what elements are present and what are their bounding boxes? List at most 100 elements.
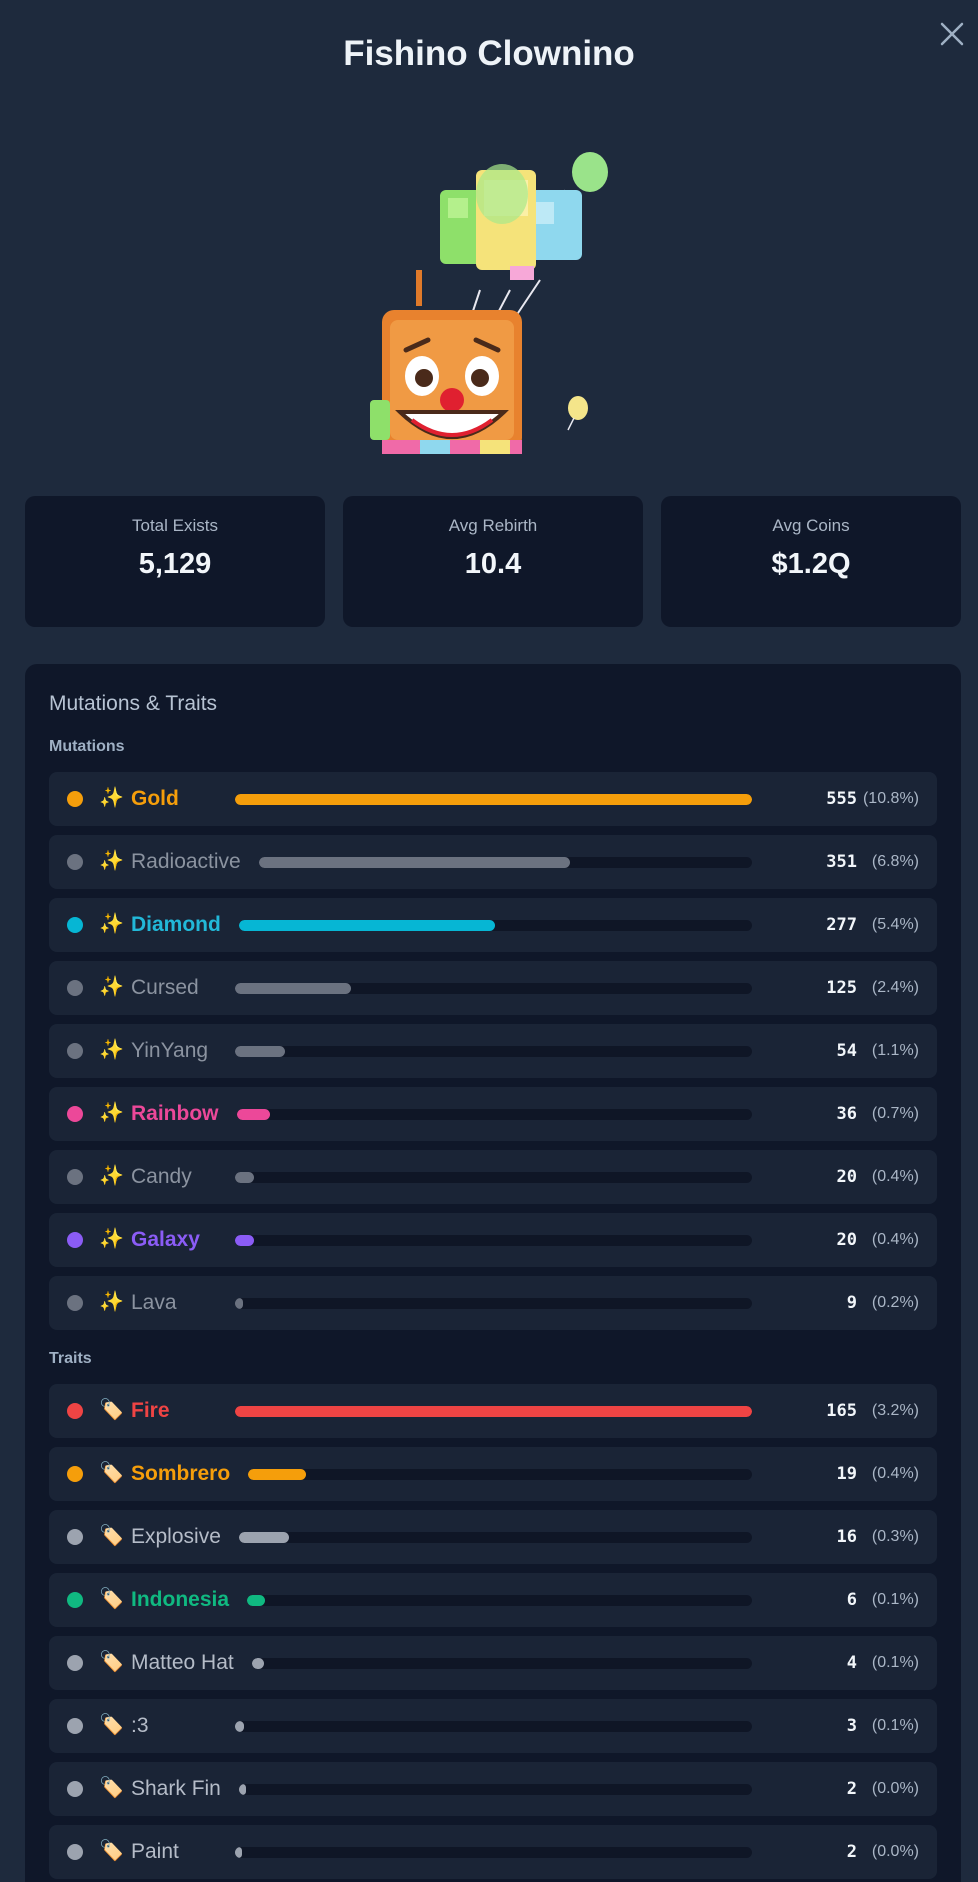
percent-value: (0.0%) [871, 1780, 919, 1797]
count-value: 351 [826, 852, 857, 872]
mutation-row-cursed[interactable]: ✨ Cursed 125 (2.4%) [49, 961, 937, 1015]
progress-track [235, 1046, 752, 1057]
color-dot-icon [67, 854, 83, 870]
mutation-row-gold[interactable]: ✨ Gold 555 (10.8%) [49, 772, 937, 826]
progress-track [247, 1595, 752, 1606]
progress-fill [248, 1469, 307, 1480]
progress-track [235, 1721, 752, 1732]
trait-row-shark-fin[interactable]: 🏷️ Shark Fin 2 (0.0%) [49, 1762, 937, 1816]
trait-name: Shark Fin [131, 1777, 221, 1800]
mutation-name: Radioactive [131, 850, 241, 873]
sparkles-icon: ✨ [99, 787, 124, 809]
percent-value: (6.8%) [871, 853, 919, 870]
stat-total-exists: Total Exists 5,129 [25, 496, 325, 627]
progress-fill [238, 1784, 246, 1795]
sparkles-icon: ✨ [99, 1102, 124, 1124]
progress-track [235, 1298, 752, 1309]
trait-row-paint[interactable]: 🏷️ Paint 2 (0.0%) [49, 1825, 937, 1879]
progress-fill [235, 1847, 242, 1858]
close-button[interactable] [936, 18, 968, 50]
trait-row-sombrero[interactable]: 🏷️ Sombrero 19 (0.4%) [49, 1447, 937, 1501]
progress-track [235, 983, 752, 994]
progress-fill [258, 857, 571, 868]
tag-icon: 🏷️ [99, 1462, 124, 1484]
mutation-row-galaxy[interactable]: ✨ Galaxy 20 (0.4%) [49, 1213, 937, 1267]
page-title: Fishino Clownino [343, 34, 635, 73]
mutation-row-lava[interactable]: ✨ Lava 9 (0.2%) [49, 1276, 937, 1330]
trait-name: Paint [131, 1840, 179, 1863]
progress-fill [247, 1595, 266, 1606]
stat-avg-coins: Avg Coins $1.2Q [661, 496, 961, 627]
count-value: 165 [826, 1401, 857, 1421]
mutation-row-candy[interactable]: ✨ Candy 20 (0.4%) [49, 1150, 937, 1204]
trait-row-matteo-hat[interactable]: 🏷️ Matteo Hat 4 (0.1%) [49, 1636, 937, 1690]
color-dot-icon [67, 1106, 83, 1122]
sparkles-icon: ✨ [99, 976, 124, 998]
sparkles-icon: ✨ [99, 1228, 124, 1250]
tag-icon: 🏷️ [99, 1399, 124, 1421]
progress-track [235, 1847, 752, 1858]
sparkles-icon: ✨ [99, 850, 124, 872]
progress-track [238, 1784, 752, 1795]
stat-value: 5,129 [138, 548, 212, 580]
sparkles-icon: ✨ [99, 1165, 124, 1187]
color-dot-icon [67, 917, 83, 933]
color-dot-icon [67, 1529, 83, 1545]
count-value: 16 [836, 1527, 857, 1547]
trait-row-indonesia[interactable]: 🏷️ Indonesia 6 (0.1%) [49, 1573, 937, 1627]
percent-value: (0.2%) [871, 1294, 919, 1311]
progress-fill [235, 1172, 254, 1183]
progress-fill [235, 794, 752, 805]
count-value: 20 [836, 1230, 857, 1250]
mutation-name: Lava [131, 1291, 177, 1314]
count-value: 3 [846, 1716, 857, 1736]
mutation-name: YinYang [131, 1039, 209, 1062]
sparkles-icon: ✨ [99, 1039, 124, 1061]
count-value: 20 [836, 1167, 857, 1187]
trait-row-3[interactable]: 🏷️:3 3 (0.1%) [49, 1699, 937, 1753]
mutations-traits-panel: Mutations & Traits Mutations Traits ✨ Gol… [25, 664, 961, 1882]
progress-track [238, 1532, 752, 1543]
color-dot-icon [67, 1043, 83, 1059]
progress-fill [238, 920, 495, 931]
color-dot-icon [67, 1844, 83, 1860]
percent-value: (0.4%) [871, 1465, 919, 1482]
mutation-row-radioactive[interactable]: ✨ Radioactive 351 (6.8%) [49, 835, 937, 889]
tag-icon: 🏷️ [99, 1651, 124, 1673]
progress-track [248, 1469, 752, 1480]
count-value: 125 [826, 978, 857, 998]
tag-icon: 🏷️ [99, 1525, 124, 1547]
color-dot-icon [67, 1781, 83, 1797]
trait-row-fire[interactable]: 🏷️ Fire 165 (3.2%) [49, 1384, 937, 1438]
mutation-row-yinyang[interactable]: ✨ YinYang 54 (1.1%) [49, 1024, 937, 1078]
count-value: 4 [846, 1653, 857, 1673]
progress-fill [235, 1298, 244, 1309]
count-value: 277 [826, 915, 857, 935]
percent-value: (0.1%) [871, 1717, 919, 1734]
color-dot-icon [67, 980, 83, 996]
progress-track [235, 1172, 752, 1183]
trait-row-explosive[interactable]: 🏷️ Explosive 16 (0.3%) [49, 1510, 937, 1564]
color-dot-icon [67, 1466, 83, 1482]
count-value: 9 [846, 1293, 857, 1313]
mutation-name: Diamond [131, 913, 221, 936]
count-value: 555 [826, 789, 857, 809]
progress-track [235, 1406, 752, 1417]
percent-value: (0.0%) [871, 1843, 919, 1860]
mutation-name: Gold [131, 787, 179, 810]
mutation-row-rainbow[interactable]: ✨ Rainbow 36 (0.7%) [49, 1087, 937, 1141]
count-value: 54 [836, 1041, 857, 1061]
mutation-row-diamond[interactable]: ✨ Diamond 277 (5.4%) [49, 898, 937, 952]
stat-label: Total Exists [132, 516, 218, 535]
progress-fill [235, 1046, 286, 1057]
panel-title: Mutations & Traits [49, 692, 218, 715]
count-value: 2 [846, 1842, 857, 1862]
count-value: 19 [836, 1464, 857, 1484]
mutation-name: Rainbow [131, 1102, 219, 1125]
progress-track [238, 920, 752, 931]
progress-fill [251, 1658, 264, 1669]
trait-name: Matteo Hat [131, 1651, 234, 1674]
progress-fill [235, 1406, 752, 1417]
color-dot-icon [67, 1403, 83, 1419]
stat-value: 10.4 [464, 548, 522, 580]
